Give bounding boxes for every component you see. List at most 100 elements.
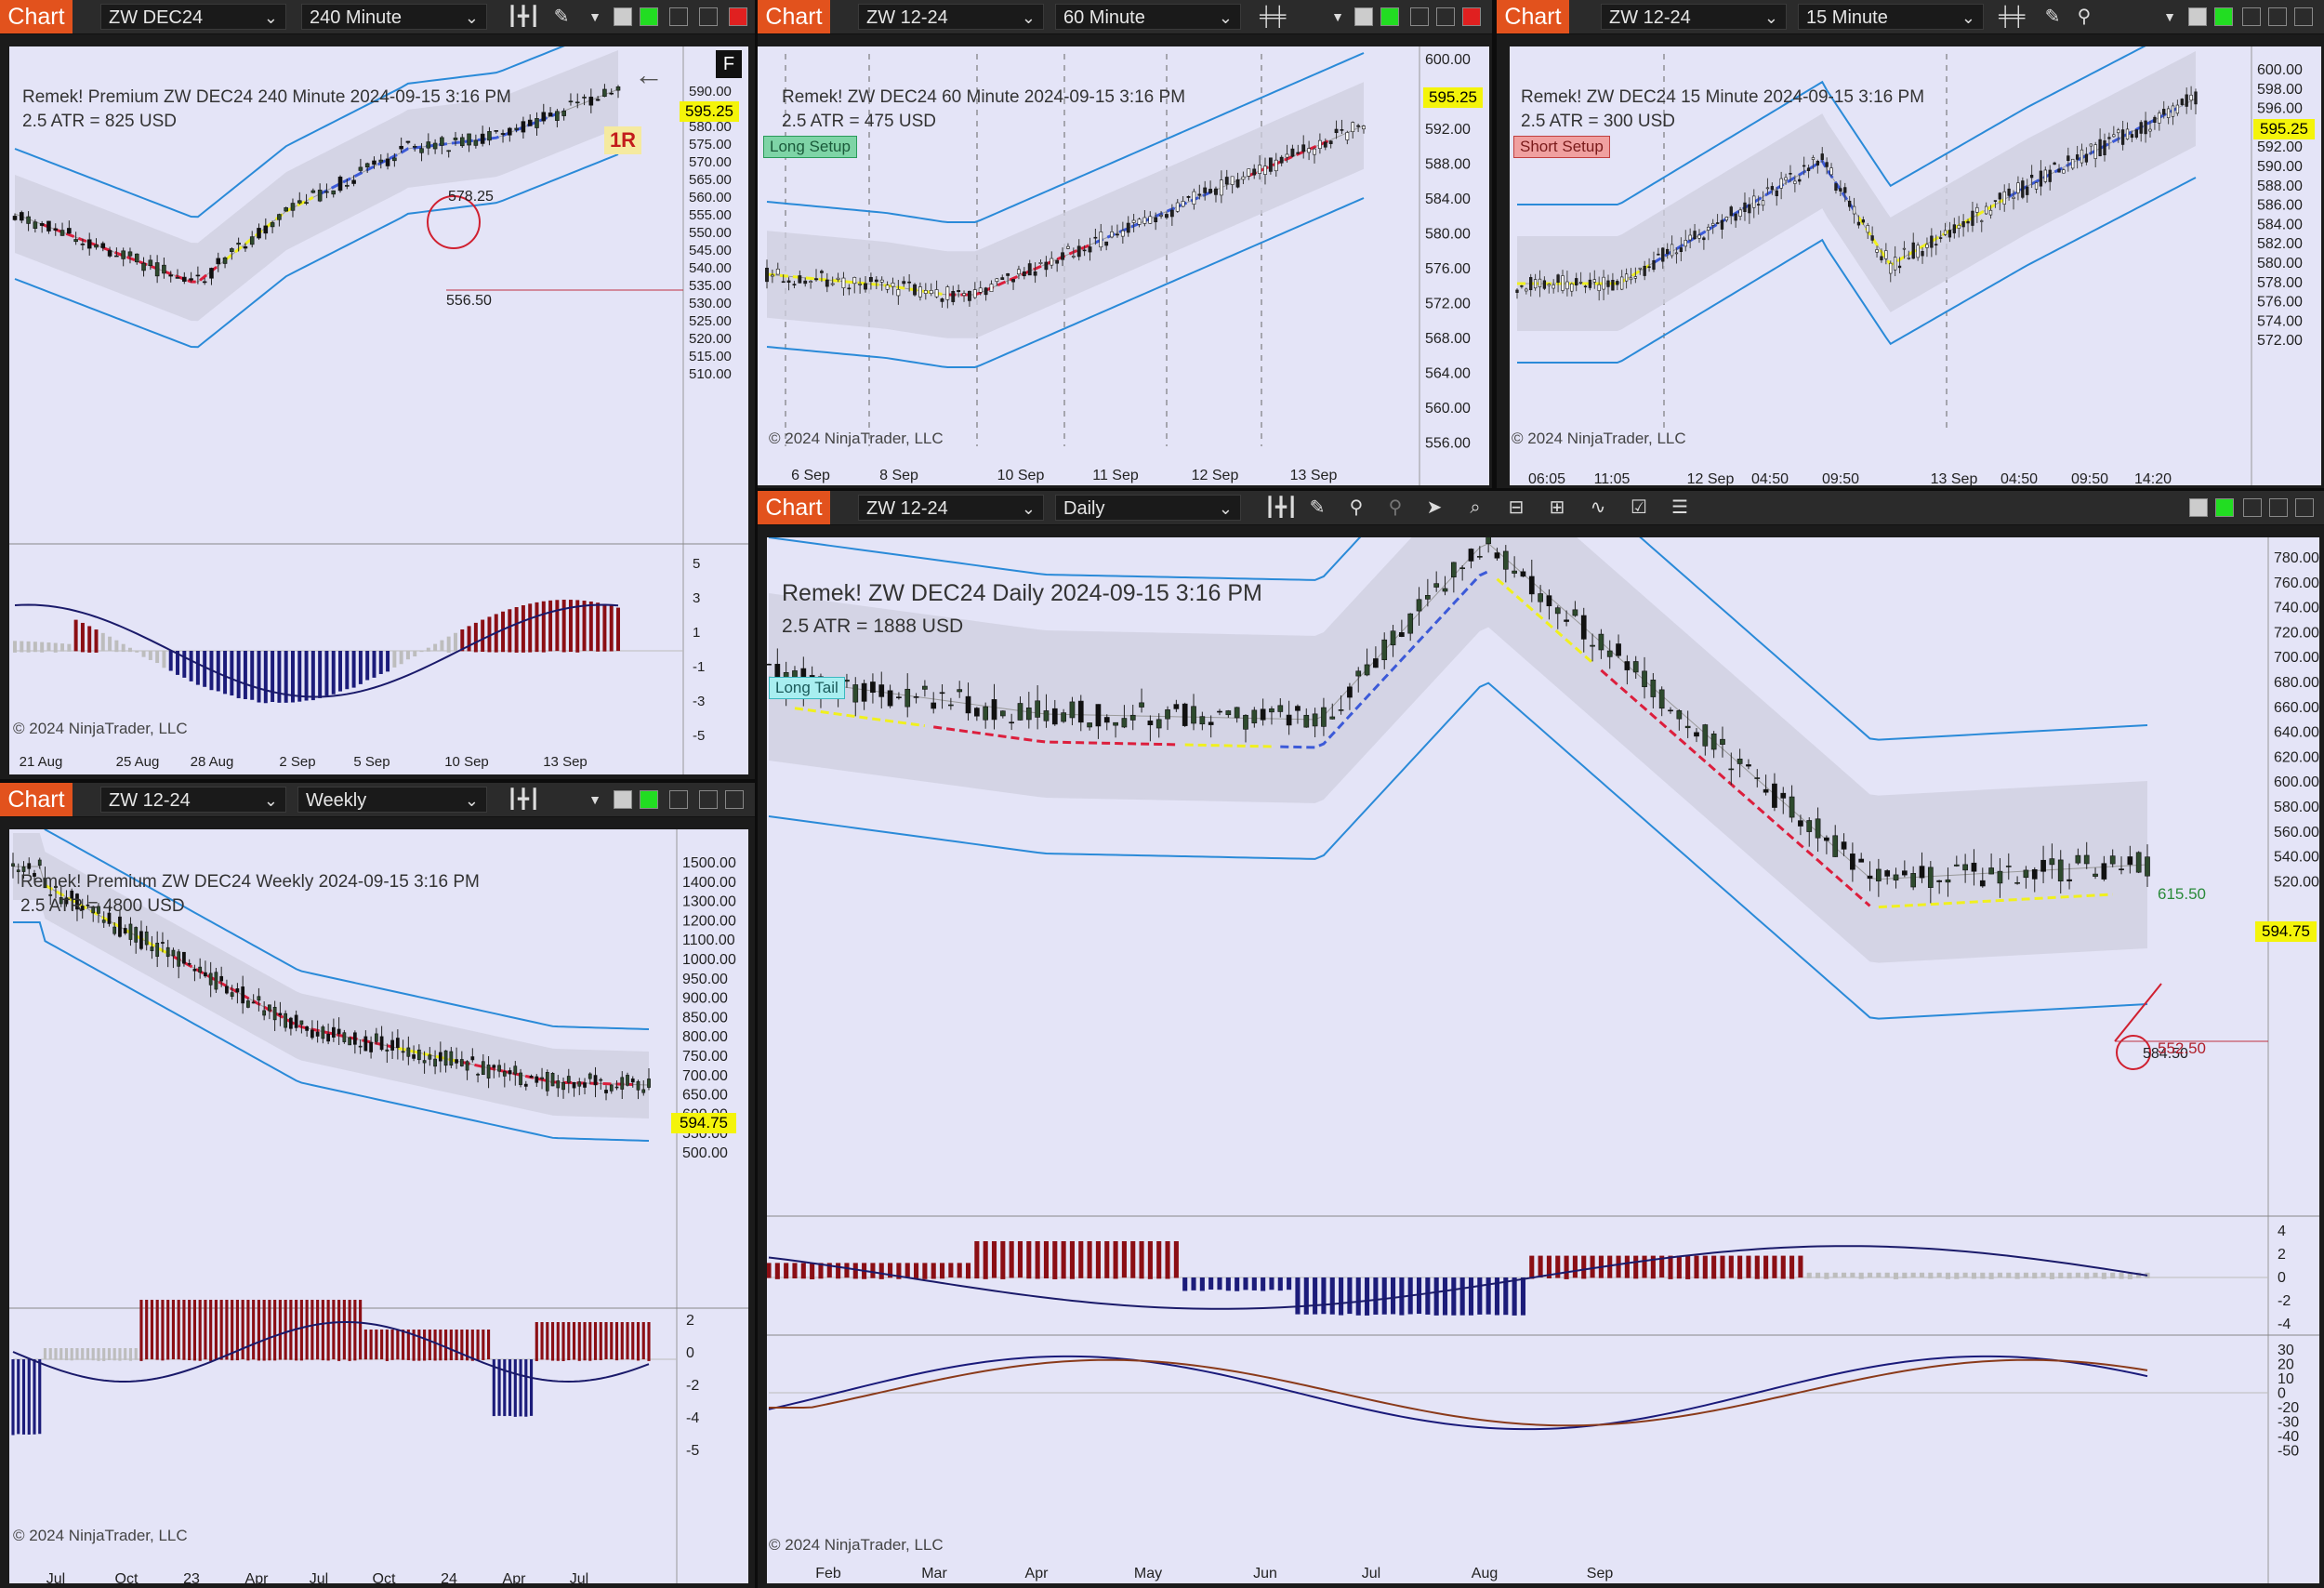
- period-selector[interactable]: 240 Minute ⌄: [301, 4, 487, 30]
- back-arrow-icon[interactable]: ←: [634, 58, 664, 91]
- instrument-selector[interactable]: ZW 12-24 ⌄: [858, 4, 1044, 30]
- candle-body: [1547, 284, 1551, 286]
- price-pane[interactable]: 590.00585.00580.00575.00570.00565.00560.…: [9, 46, 748, 774]
- candle-body: [1858, 858, 1865, 863]
- instrument-selector[interactable]: ZW 12-24 ⌄: [858, 495, 1044, 521]
- candle-body: [1224, 177, 1229, 185]
- pointer-icon[interactable]: ➤: [1426, 497, 1443, 518]
- window-color-button[interactable]: [2188, 7, 2207, 26]
- histogram-bar: [1442, 1277, 1448, 1316]
- chart-tab[interactable]: Chart: [0, 0, 73, 33]
- window-link-button[interactable]: [1380, 7, 1399, 26]
- instrument-selector[interactable]: ZW DEC24 ⌄: [100, 4, 286, 30]
- window-color-button[interactable]: [614, 7, 632, 26]
- candle-body: [1502, 550, 1509, 570]
- drawing-tool-icon[interactable]: ✎: [553, 7, 570, 27]
- chart-tab[interactable]: Chart: [758, 0, 830, 33]
- window-color-button[interactable]: [2189, 498, 2208, 517]
- histogram-bar: [1590, 1255, 1595, 1278]
- bar-type-icon[interactable]: ╪╪: [1999, 7, 2026, 27]
- maximize-button[interactable]: [699, 790, 718, 809]
- bar-type-icon[interactable]: ┃╋┃: [507, 789, 541, 810]
- histogram-bar: [428, 1330, 431, 1361]
- lower-band-line: [768, 682, 2148, 1020]
- minimize-button[interactable]: [2243, 498, 2262, 517]
- histogram-bar: [134, 1348, 138, 1360]
- candle-body: [12, 216, 18, 220]
- period-selector[interactable]: Daily ⌄: [1055, 495, 1241, 521]
- instrument-selector[interactable]: ZW 12-24 ⌄: [100, 787, 286, 813]
- dropdown-arrow-icon[interactable]: ▼: [1331, 9, 1344, 24]
- close-button[interactable]: [725, 790, 744, 809]
- templates-icon[interactable]: ☑: [1631, 497, 1647, 518]
- chart-tab[interactable]: Chart: [1497, 0, 1569, 33]
- window-color-button[interactable]: [614, 790, 632, 809]
- period-selector[interactable]: 60 Minute ⌄: [1055, 4, 1241, 30]
- dropdown-arrow-icon[interactable]: ▼: [2163, 9, 2176, 24]
- bar-type-icon[interactable]: ╪╪: [1260, 7, 1287, 27]
- minimize-button[interactable]: [1410, 7, 1429, 26]
- candle-body: [11, 863, 15, 867]
- zoom-icon[interactable]: ⚲: [2077, 7, 2092, 27]
- list-icon[interactable]: ☰: [1671, 497, 1688, 518]
- bar-type-icon[interactable]: ┃╋┃: [1264, 497, 1299, 518]
- histogram-bar: [588, 1322, 592, 1361]
- maximize-button[interactable]: [2269, 498, 2288, 517]
- maximize-button[interactable]: [699, 7, 718, 26]
- chart-tab[interactable]: Chart: [758, 491, 830, 524]
- upper-band-line: [44, 829, 650, 1030]
- zoom-out-icon[interactable]: ⚲: [1388, 497, 1403, 518]
- histogram-bar: [1000, 1241, 1006, 1279]
- histogram-bar: [626, 1322, 629, 1360]
- candle-body: [1880, 256, 1883, 260]
- instrument-selector[interactable]: ZW 12-24 ⌄: [1601, 4, 1787, 30]
- price-pane[interactable]: 600.00598.00596.00594.00592.00590.00588.…: [1510, 46, 2321, 485]
- candle-body: [1998, 192, 2001, 200]
- candle-body: [348, 1037, 351, 1046]
- window-link-button[interactable]: [2215, 498, 2234, 517]
- minimize-button[interactable]: [669, 790, 688, 809]
- data-box-icon[interactable]: ⌕: [1470, 497, 1481, 518]
- candle-body: [67, 228, 72, 234]
- window-color-button[interactable]: [1354, 7, 1373, 26]
- period-selector[interactable]: Weekly ⌄: [297, 787, 487, 813]
- histogram-bar: [508, 609, 512, 653]
- price-pane[interactable]: 600.00596.00592.00588.00584.00580.00576.…: [758, 46, 1489, 485]
- histogram-bar: [836, 1263, 841, 1279]
- y-axis-tick: 1500.00: [682, 855, 736, 871]
- maximize-button[interactable]: [2268, 7, 2287, 26]
- drawing-tool-icon[interactable]: ✎: [1309, 497, 1326, 518]
- histogram-bar: [1867, 1272, 1873, 1278]
- dropdown-arrow-icon[interactable]: ▼: [588, 9, 601, 24]
- y-axis-tick: 720.00: [2274, 625, 2319, 641]
- close-button[interactable]: [2295, 498, 2314, 517]
- candle-body: [1050, 258, 1054, 266]
- dropdown-arrow-icon[interactable]: ▼: [588, 792, 601, 807]
- close-button[interactable]: [2294, 7, 2313, 26]
- close-button[interactable]: [1462, 7, 1481, 26]
- maximize-button[interactable]: [1436, 7, 1455, 26]
- chart-tab[interactable]: Chart: [0, 783, 73, 816]
- window-link-button[interactable]: [640, 7, 658, 26]
- flatten-button[interactable]: F: [716, 50, 742, 78]
- close-button[interactable]: [729, 7, 747, 26]
- window-link-button[interactable]: [640, 790, 658, 809]
- minimize-button[interactable]: [669, 7, 688, 26]
- bar-type-icon[interactable]: ┃╋┃: [507, 7, 541, 27]
- indicators-icon[interactable]: ⊞: [1549, 497, 1565, 518]
- price-pane[interactable]: 780.00 760.00 740.00 720.00 700.00 680.00 660.…: [767, 537, 2319, 1583]
- candle-body: [962, 293, 966, 297]
- properties-icon[interactable]: ⊟: [1508, 497, 1525, 518]
- drawing-tool-icon[interactable]: ✎: [2044, 7, 2061, 27]
- y-axis-tick: 1200.00: [682, 913, 736, 929]
- window-link-button[interactable]: [2214, 7, 2233, 26]
- zoom-in-icon[interactable]: ⚲: [1349, 497, 1364, 518]
- price-pane[interactable]: 1500.00 1400.00 1300.00 1200.00 1100.00 1000.…: [9, 829, 748, 1583]
- candle-body: [1165, 709, 1170, 720]
- strategies-icon[interactable]: ∿: [1590, 497, 1606, 518]
- period-selector[interactable]: 15 Minute ⌄: [1798, 4, 1984, 30]
- histogram-bar: [602, 603, 607, 652]
- candle-body: [809, 281, 813, 283]
- histogram-bar: [59, 1348, 63, 1360]
- minimize-button[interactable]: [2242, 7, 2261, 26]
